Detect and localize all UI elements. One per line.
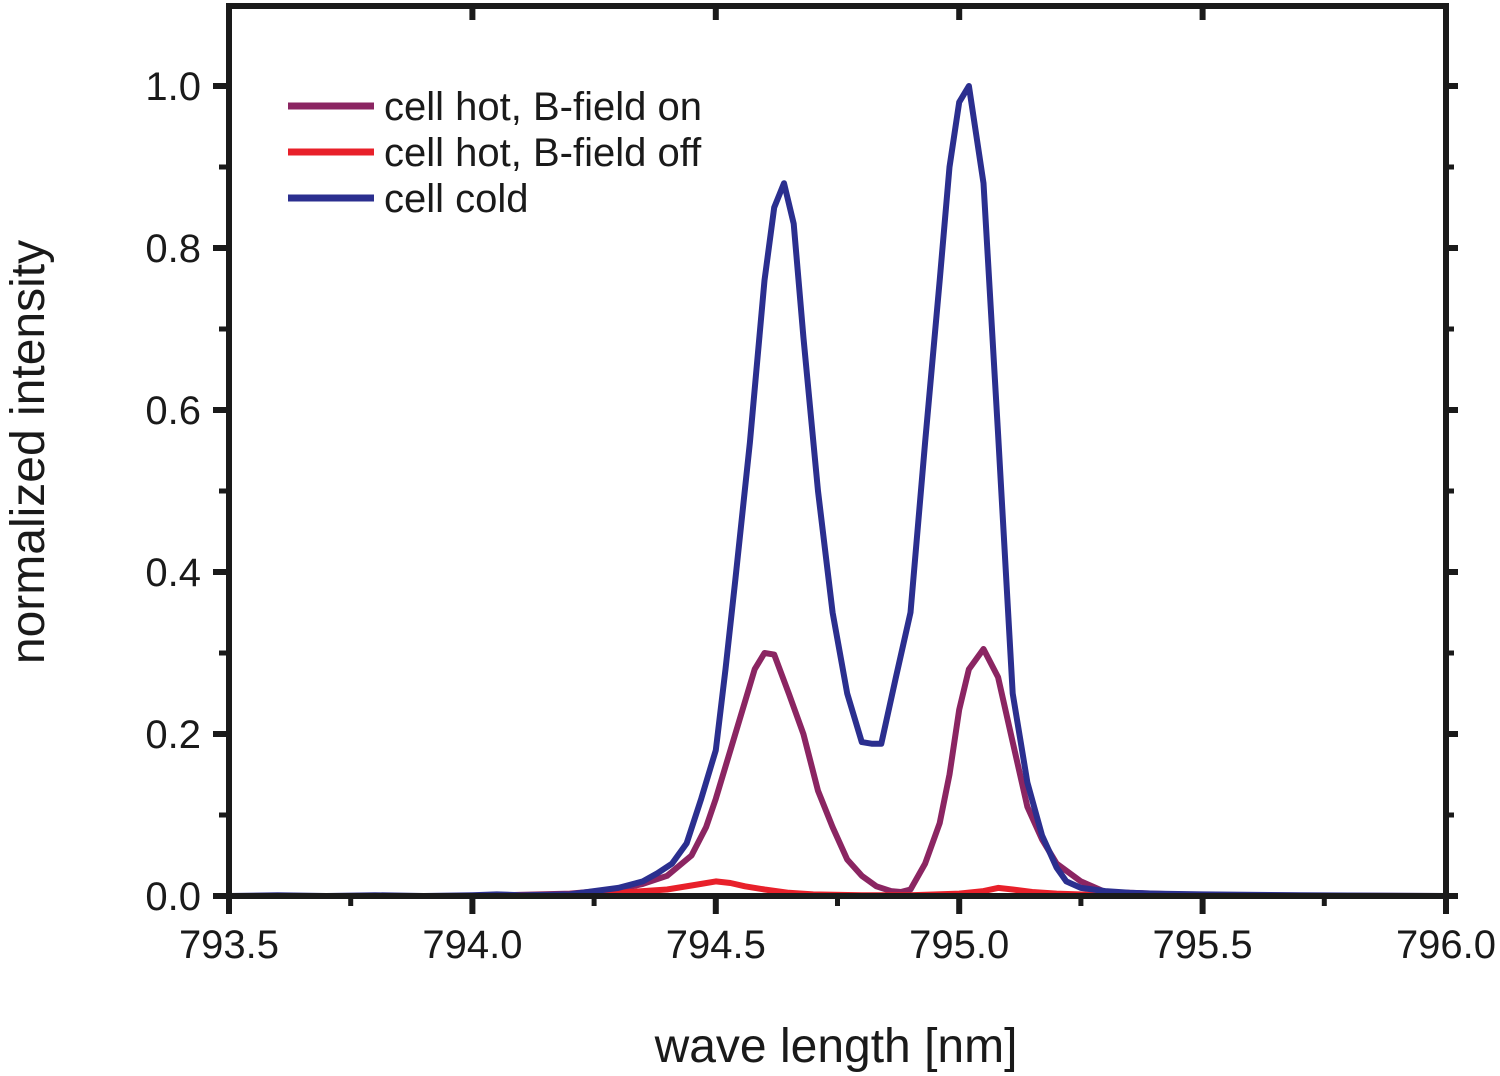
series-line-1 xyxy=(226,646,1449,899)
x-tick-label: 795.5 xyxy=(1153,923,1253,967)
y-tick-label: 0.4 xyxy=(145,551,201,595)
x-tick-label: 794.0 xyxy=(422,923,522,967)
x-tick-label: 794.5 xyxy=(666,923,766,967)
x-axis-ticks: 793.5 794.0 794.5 795.0 795.5 796.0 xyxy=(179,6,1496,967)
series-line-3 xyxy=(226,83,1449,899)
y-tick-label: 0.2 xyxy=(145,713,201,757)
y-tick-label: 0.8 xyxy=(145,227,201,271)
legend-label-3: cell cold xyxy=(384,177,529,221)
legend-label-1: cell hot, B-field on xyxy=(384,85,702,129)
y-tick-label: 0.6 xyxy=(145,389,201,433)
legend-label-2: cell hot, B-field off xyxy=(384,131,702,175)
x-axis-title: wave length [nm] xyxy=(654,1020,1018,1073)
y-axis-title: normalized intensity xyxy=(2,240,55,664)
y-tick-label: 0.0 xyxy=(145,875,201,919)
y-tick-label: 1.0 xyxy=(145,65,201,109)
x-tick-label: 796.0 xyxy=(1396,923,1496,967)
x-tick-label: 793.5 xyxy=(179,923,279,967)
y-axis-ticks: 0.0 0.2 0.4 0.6 0.8 1.0 xyxy=(145,65,1458,919)
x-tick-label: 795.0 xyxy=(909,923,1009,967)
